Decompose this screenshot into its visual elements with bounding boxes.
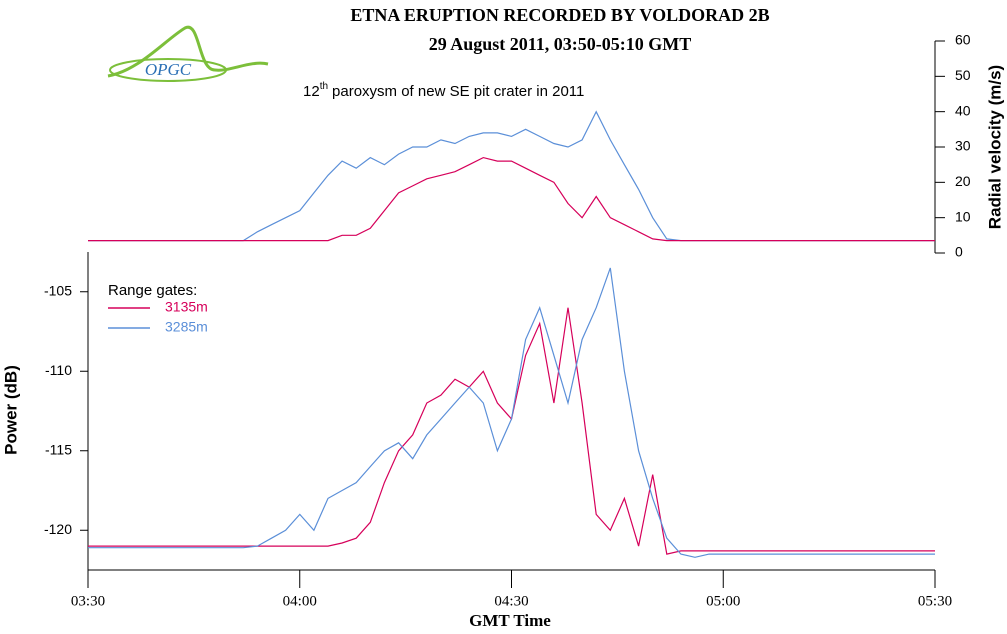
x-tick-label: 05:30	[918, 593, 952, 609]
y-tick-label: 60	[955, 32, 971, 48]
chart-title: ETNA ERUPTION RECORDED BY VOLDORAD 2B	[350, 5, 769, 25]
y-tick-label: 40	[955, 102, 971, 118]
y-tick-label: 10	[955, 208, 971, 224]
legend-label: 3285m	[165, 319, 208, 335]
logo: OPGC	[107, 25, 269, 82]
legend-title: Range gates:	[108, 282, 197, 299]
annotation-number: 12	[303, 83, 320, 100]
chart-subtitle: 29 August 2011, 03:50-05:10 GMT	[429, 34, 692, 54]
x-tick-label: 04:00	[283, 593, 317, 609]
x-tick-label: 05:00	[706, 593, 740, 609]
x-tick-label: 03:30	[71, 593, 105, 609]
y-tick-label: -105	[44, 282, 72, 298]
data-line	[88, 267, 935, 558]
y-tick-label: -120	[44, 521, 72, 537]
y-tick-label: 50	[955, 67, 971, 83]
y-tick-label: 0	[955, 244, 963, 260]
y-tick-label: -115	[45, 441, 72, 457]
logo-ellipse	[109, 58, 227, 82]
legend-label: 3135m	[165, 299, 208, 315]
y-tick-label: 20	[955, 173, 971, 189]
x-tick-label: 04:30	[494, 593, 528, 609]
logo-text: OPGC	[145, 60, 192, 79]
annotation: 12th paroxysm of new SE pit crater in 201…	[303, 81, 584, 100]
annotation-text: paroxysm of new SE pit crater in 2011	[332, 83, 584, 100]
annotation-suffix: th	[320, 81, 328, 92]
y-tick-label: -110	[45, 362, 72, 378]
y-axis-label: Radial velocity (m/s)	[985, 65, 1004, 229]
x-axis-label: GMT Time	[469, 611, 551, 630]
data-line	[88, 156, 935, 242]
data-line	[88, 110, 935, 242]
y-axis-label: Power (dB)	[1, 365, 20, 455]
logo-curve	[107, 25, 269, 78]
data-line	[88, 307, 935, 555]
y-tick-label: 30	[955, 138, 971, 154]
